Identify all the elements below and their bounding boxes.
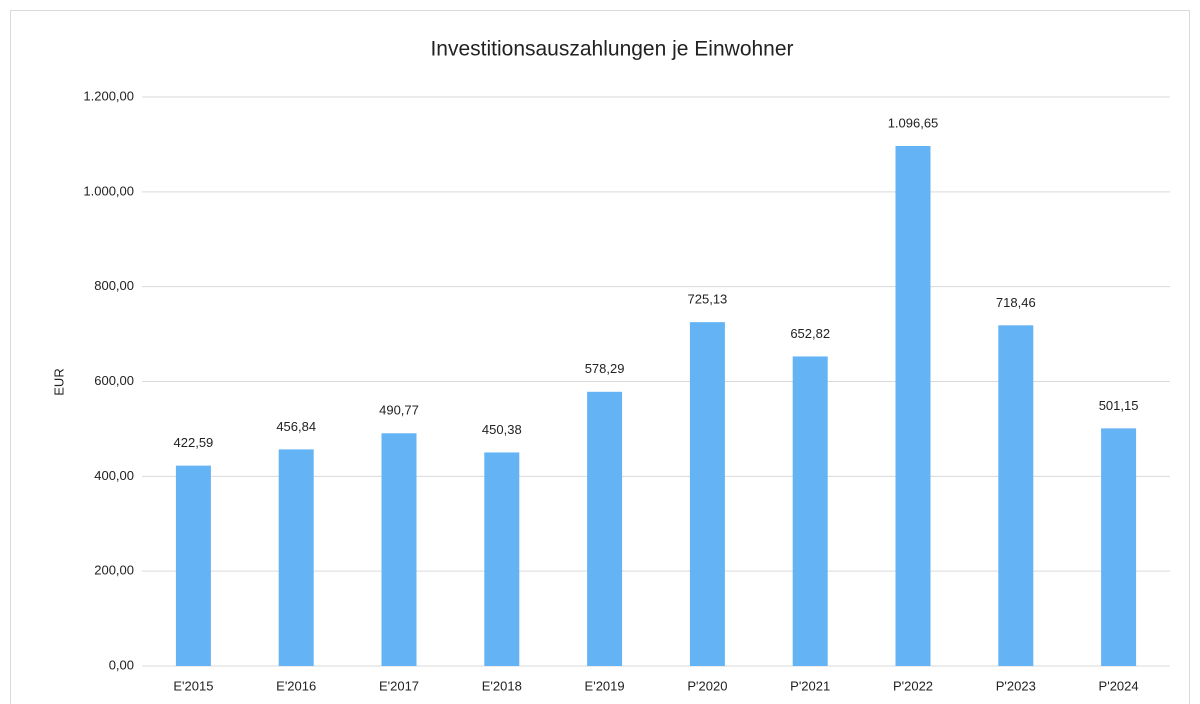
y-tick-label: 200,00 [94,563,134,578]
x-tick-label: E'2017 [379,678,419,693]
x-tick-label: E'2018 [482,678,522,693]
y-tick-label: 1.000,00 [83,183,134,198]
data-label: 422,59 [174,435,214,450]
x-tick-label: P'2022 [893,678,933,693]
x-tick-label: P'2021 [790,678,830,693]
bar [381,433,417,666]
y-tick-label: 800,00 [94,278,134,293]
x-tick-label: E'2016 [276,678,316,693]
bar [175,465,211,666]
bar [998,325,1034,666]
y-tick-label: 600,00 [94,373,134,388]
data-label: 490,77 [379,403,419,418]
data-label: 456,84 [276,419,316,434]
x-tick-label: P'2020 [687,678,727,693]
data-label: 450,38 [482,422,522,437]
chart-title: Investitionsauszahlungen je Einwohner [430,38,793,61]
bar [587,391,623,666]
bar [1101,428,1137,666]
x-tick-label: E'2015 [173,678,213,693]
data-label: 652,82 [790,326,830,341]
data-label: 725,13 [688,292,728,307]
x-tick-label: E'2019 [585,678,625,693]
y-tick-label: 0,00 [109,657,134,672]
data-label: 1.096,65 [888,115,939,130]
data-label: 718,46 [996,295,1036,310]
bar [278,449,314,666]
bar [484,452,520,666]
data-label: 501,15 [1099,398,1139,413]
data-label: 578,29 [585,361,625,376]
y-tick-label: 1.200,00 [83,88,134,103]
bar [895,146,931,666]
bar [792,356,828,666]
y-axis-label: EUR [51,368,66,395]
y-tick-label: 400,00 [94,468,134,483]
x-tick-label: P'2023 [996,678,1036,693]
x-tick-label: P'2024 [1099,678,1139,693]
bar [689,322,725,666]
